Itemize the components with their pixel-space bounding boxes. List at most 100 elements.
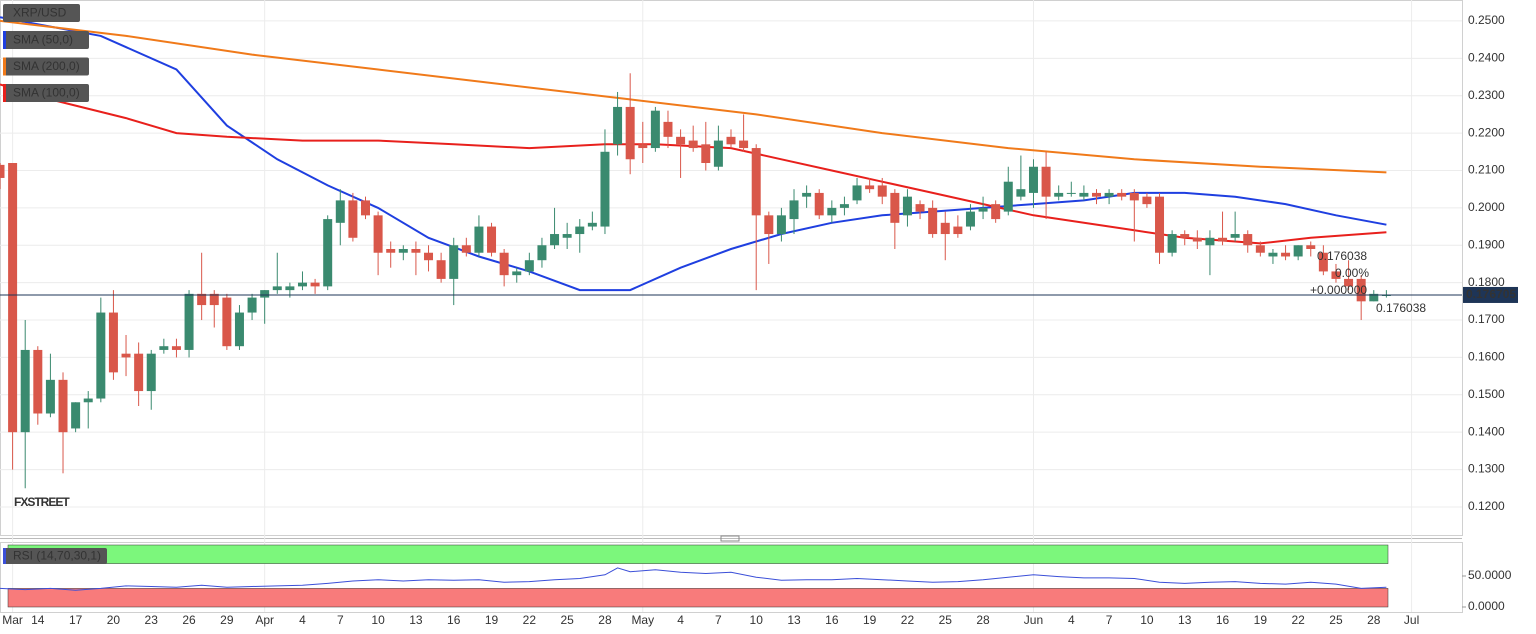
candle-body [1016, 189, 1026, 197]
candle-body [8, 163, 18, 433]
candle-body [512, 271, 522, 276]
y-tick-label: 0.1800 [1468, 275, 1505, 289]
candle-body [1318, 252, 1328, 272]
candle-body [852, 185, 862, 201]
candle-body [1268, 252, 1278, 257]
legend-label: RSI (14,70,30,1) [13, 549, 101, 563]
legend-box [3, 84, 89, 102]
legend-swatch [3, 31, 6, 49]
candle-body [45, 379, 55, 414]
x-tick-label: 28 [976, 613, 990, 627]
measure-annotation: 0.00% [1335, 266, 1369, 280]
x-tick-label: 22 [901, 613, 915, 627]
candle-body [865, 185, 875, 190]
x-tick-label: 25 [1329, 613, 1343, 627]
candle-body [613, 106, 623, 145]
candle-body [461, 245, 471, 253]
candle-body [1155, 196, 1165, 253]
candle-body [1281, 252, 1291, 257]
x-tick-label: 16 [1216, 613, 1230, 627]
candle-body [1117, 192, 1127, 197]
watermark: FXSTREET [14, 495, 70, 509]
legend-swatch [3, 84, 6, 102]
candle-body [991, 204, 1001, 220]
x-tick-label: 10 [371, 613, 385, 627]
candle-body [789, 200, 799, 220]
x-tick-label: 25 [560, 613, 574, 627]
candle-body [1092, 192, 1101, 197]
y-tick-label: 0.2200 [1468, 125, 1505, 139]
y-tick-label: 0.1900 [1468, 237, 1505, 251]
candle-body [361, 200, 370, 216]
x-tick-label: 4 [677, 613, 684, 627]
x-tick-label: 10 [750, 613, 764, 627]
candle-body [234, 312, 244, 347]
x-tick-label: Mar [2, 613, 23, 627]
candle-body [310, 282, 320, 287]
x-tick-label: 7 [1106, 613, 1113, 627]
candle-body [285, 286, 295, 291]
candle-body [902, 196, 912, 216]
candle-body [1331, 271, 1341, 279]
sma-line [0, 19, 1387, 174]
x-tick-label: 10 [1140, 613, 1154, 627]
candle-body [978, 207, 988, 212]
candle-body [1142, 196, 1152, 205]
candle-body [323, 219, 333, 287]
candle-body [20, 349, 30, 433]
candle-body [449, 245, 459, 279]
candle-body [1079, 192, 1089, 197]
candle-body [398, 248, 408, 253]
candle-body [1205, 237, 1215, 246]
x-tick-label: 20 [107, 613, 121, 627]
y-tick-label: 0.1500 [1468, 387, 1505, 401]
y-tick-label: 0.2000 [1468, 200, 1505, 214]
legend-swatch [3, 57, 6, 76]
y-tick-label: 0.1200 [1468, 499, 1505, 513]
y-tick-label: 0.2100 [1468, 163, 1505, 177]
candle-body [436, 260, 446, 279]
x-tick-label: 4 [299, 613, 306, 627]
x-tick-label: May [631, 613, 654, 627]
candle-body [58, 379, 68, 433]
candle-body [108, 312, 118, 373]
candle-body [953, 226, 963, 235]
candle-body [1003, 181, 1013, 212]
resize-handle[interactable] [720, 535, 740, 542]
candle-body [814, 192, 824, 216]
candle-body [1104, 192, 1114, 197]
y-tick-label: 0.1700 [1468, 312, 1505, 326]
candle-body [890, 192, 900, 223]
candle-body [260, 290, 270, 298]
candle-body [726, 136, 736, 145]
candle-body [1230, 234, 1240, 238]
legend-box [3, 31, 89, 49]
candle-body [688, 140, 698, 149]
legend-swatch [3, 548, 6, 564]
candle-body [802, 192, 812, 197]
x-tick-label: 7 [715, 613, 722, 627]
candle-body [650, 110, 660, 149]
candle-body [386, 248, 396, 253]
candle-body [247, 297, 257, 313]
candle-body [171, 346, 181, 350]
candle-body [1180, 234, 1190, 238]
candle-body [1054, 192, 1064, 197]
y-tick-label: 0.1400 [1468, 424, 1505, 438]
rsi-line [0, 567, 1387, 591]
candle-body [839, 204, 849, 208]
y-tick-label: 0.2500 [1468, 13, 1505, 27]
measure-annotation: +0.000000 [1310, 283, 1367, 297]
x-tick-label: 26 [182, 613, 196, 627]
x-tick-label: 13 [787, 613, 801, 627]
x-tick-label: Apr [255, 613, 274, 627]
x-tick-label: 16 [447, 613, 461, 627]
candle-body [197, 293, 207, 306]
candle-body [83, 398, 93, 403]
candle-body [209, 293, 219, 306]
candle-body [827, 207, 837, 216]
y-tick-label: 0.0000 [1468, 599, 1505, 613]
x-tick-label: 29 [220, 613, 234, 627]
candle-body [297, 282, 307, 287]
candle-body [348, 200, 358, 238]
